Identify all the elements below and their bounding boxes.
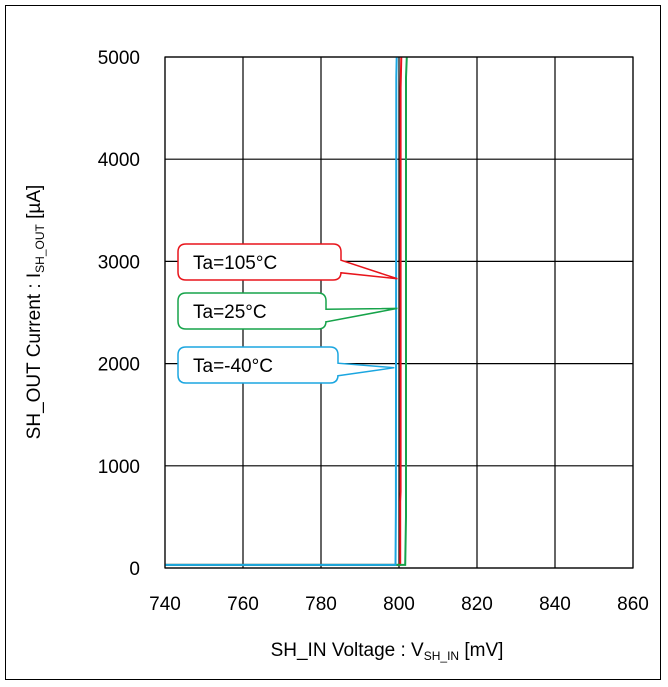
x-tick-label: 820 — [461, 594, 493, 615]
callout-box-0 — [177, 243, 398, 281]
y-axis-title-main: SH_OUT Current : I — [24, 273, 45, 439]
chart-frame — [5, 5, 661, 680]
x-tick-label: 760 — [227, 594, 259, 615]
callout-box-2 — [177, 346, 395, 384]
y-tick-label: 2000 — [98, 355, 140, 376]
plot-border — [164, 56, 634, 569]
y-tick-label: 0 — [129, 559, 140, 580]
y-tick-label: 4000 — [98, 150, 140, 171]
x-tick-labels: 740 760 780 800 820 840 860 — [149, 594, 649, 615]
y-tick-label: 3000 — [98, 252, 140, 273]
x-tick-label: 860 — [617, 594, 649, 615]
x-axis-title-unit: [mV] — [459, 640, 503, 661]
callout-label-1: Ta=25°C — [193, 302, 267, 323]
callout-box-1 — [177, 292, 398, 330]
y-tick-label: 5000 — [98, 48, 140, 69]
x-tick-label: 840 — [539, 594, 571, 615]
x-tick-label: 740 — [149, 594, 181, 615]
y-axis-title-sub: SH_OUT — [33, 223, 47, 272]
callout-label-0: Ta=105°C — [193, 253, 277, 274]
series-line-2 — [165, 56, 398, 566]
series-layer — [165, 56, 408, 566]
callouts: Ta=105°C Ta=25°C Ta=-40°C — [177, 243, 398, 384]
y-axis-title-unit: [µA] — [24, 185, 45, 224]
x-axis-title-main: SH_IN Voltage : V — [271, 640, 424, 661]
callout-label-2: Ta=-40°C — [193, 356, 273, 377]
x-axis-title-sub: SH_IN — [424, 649, 459, 663]
y-tick-labels: 0 1000 2000 3000 4000 5000 — [98, 48, 140, 580]
x-axis-title: SH_IN Voltage : VSH_IN [mV] — [271, 640, 504, 663]
y-axis-title: SH_OUT Current : ISH_OUT [µA] — [24, 185, 47, 440]
x-tick-label: 800 — [383, 594, 415, 615]
x-tick-label: 780 — [305, 594, 337, 615]
y-tick-label: 1000 — [98, 457, 140, 478]
